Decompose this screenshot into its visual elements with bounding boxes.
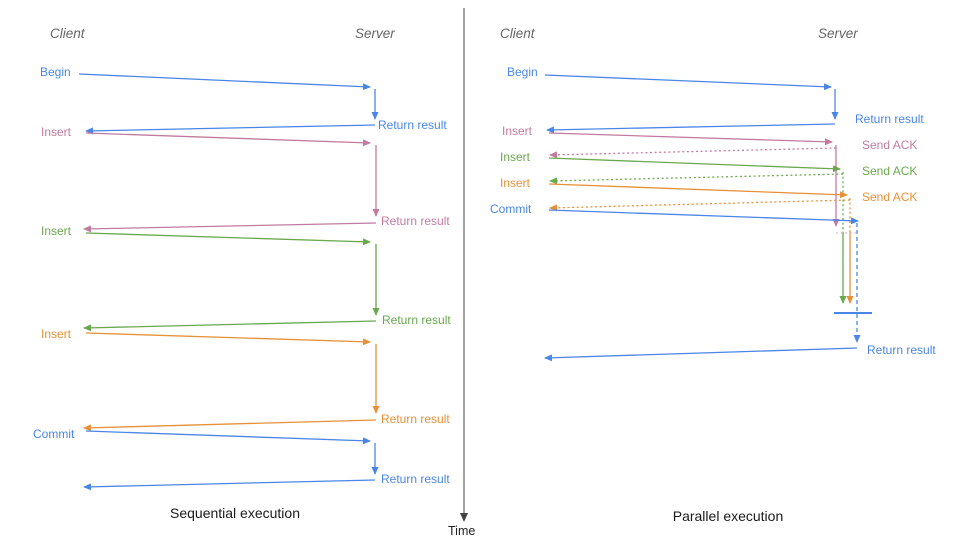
- client-header: Client: [500, 26, 535, 41]
- seq-commit-arrows: [83, 430, 379, 491]
- par-insert2-ack-label: Send ACK: [862, 164, 918, 178]
- seq-insert1-arrows: [83, 132, 380, 233]
- seq-begin-return-label: Return result: [378, 118, 447, 132]
- seq-insert1-label: Insert: [41, 125, 72, 139]
- par-insert3-label: Insert: [500, 176, 531, 190]
- seq-begin-label: Begin: [40, 65, 71, 79]
- par-commit-return-label: Return result: [867, 343, 936, 357]
- seq-insert2-return-label: Return result: [382, 313, 451, 327]
- par-begin-label: Begin: [507, 65, 538, 79]
- par-insert3-ack-label: Send ACK: [862, 190, 918, 204]
- par-insert2-label: Insert: [500, 150, 531, 164]
- seq-insert3-return-label: Return result: [381, 412, 450, 426]
- par-insert3-arrows: [548, 183, 854, 304]
- par-commit-label: Commit: [490, 202, 532, 216]
- parallel-caption: Parallel execution: [672, 508, 784, 524]
- par-insert2-arrows: [548, 157, 847, 304]
- par-begin-return-label: Return result: [855, 112, 924, 126]
- seq-commit-return-label: Return result: [381, 472, 450, 486]
- par-begin-arrows: [544, 74, 839, 134]
- server-header: Server: [355, 26, 395, 41]
- sequential-caption: Sequential execution: [170, 505, 300, 521]
- server-header: Server: [818, 26, 858, 41]
- seq-insert1-return-label: Return result: [381, 214, 450, 228]
- par-commit-arrows: [544, 209, 872, 362]
- client-header: Client: [50, 26, 85, 41]
- seq-insert2-label: Insert: [41, 224, 72, 238]
- par-insert1-arrows: [548, 132, 840, 227]
- seq-insert3-arrows: [83, 332, 380, 432]
- seq-begin-arrows: [78, 73, 379, 135]
- seq-commit-label: Commit: [33, 427, 75, 441]
- seq-insert3-label: Insert: [41, 327, 72, 341]
- par-insert1-label: Insert: [502, 124, 533, 138]
- par-insert1-ack-label: Send ACK: [862, 138, 918, 152]
- seq-insert2-arrows: [83, 232, 380, 332]
- time-axis-label: Time: [448, 524, 476, 538]
